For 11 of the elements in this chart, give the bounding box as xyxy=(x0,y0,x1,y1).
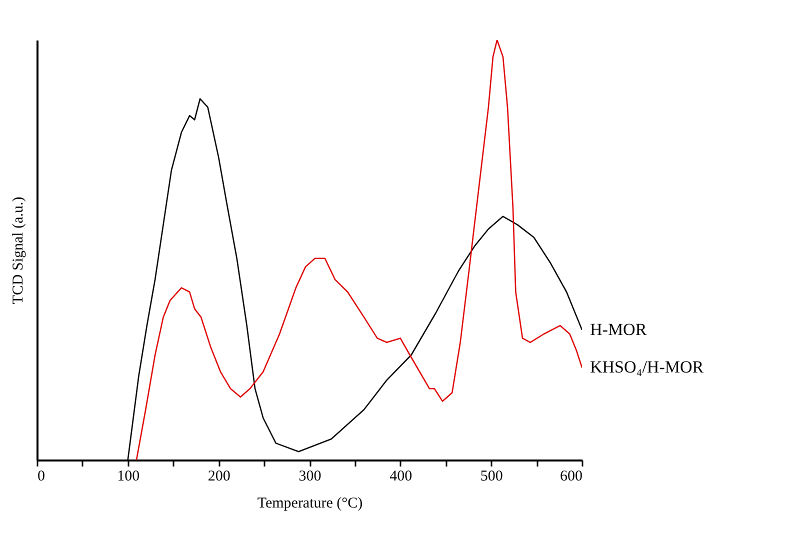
series-label: KHSO₄/H-MOR xyxy=(590,358,704,377)
x-tick-label: 0 xyxy=(38,468,45,484)
x-tick-label: 400 xyxy=(390,468,412,484)
x-tick-label: 500 xyxy=(480,468,503,484)
x-tick-label: 100 xyxy=(117,468,140,484)
series-label: H-MOR xyxy=(590,320,648,339)
x-tick-label: 600 xyxy=(560,468,582,484)
x-tick-label: 200 xyxy=(208,468,230,484)
x-axis-title: Temperature (°C) xyxy=(257,496,363,512)
x-tick-label: 300 xyxy=(298,468,322,484)
y-axis-title: TCD Signal (a.u.) xyxy=(10,196,26,304)
